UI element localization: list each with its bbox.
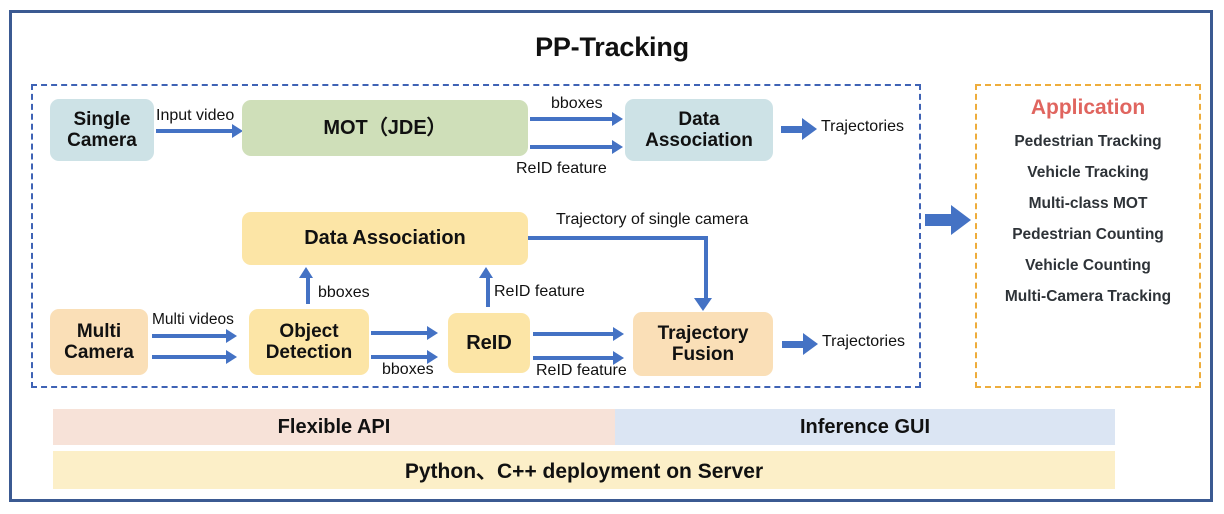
edge-label-reid-feature-to-assoc: ReID feature <box>494 283 585 300</box>
application-item-vehicle-counting[interactable]: Vehicle Counting <box>1025 257 1151 274</box>
node-multi-camera[interactable]: Multi Camera <box>50 309 148 375</box>
pipeline-container <box>31 84 921 388</box>
edge-label-trajectories-bottom: Trajectories <box>822 333 905 350</box>
node-data-association-single[interactable]: Data Association <box>625 99 773 161</box>
arrowhead-reid-to-fusion-1 <box>613 327 624 341</box>
connector-reid-to-fusion-2 <box>533 356 615 360</box>
connector-detection-to-assoc <box>306 278 310 304</box>
bar-flexible-api[interactable]: Flexible API <box>53 409 615 445</box>
node-single-camera[interactable]: Single Camera <box>50 99 154 161</box>
arrowhead-multi-camera-to-detection-1 <box>226 329 237 343</box>
connector-assoc-to-fusion-horizontal <box>528 236 708 240</box>
connector-detection-to-reid-1 <box>371 331 429 335</box>
arrowhead-mot-reid-feature <box>612 140 623 154</box>
arrowhead-reid-to-fusion-2 <box>613 351 624 365</box>
application-title: Application <box>1030 96 1146 119</box>
arrowhead-detection-to-assoc <box>299 267 313 278</box>
edge-label-reid-feature-top: ReID feature <box>516 160 607 177</box>
edge-label-multi-videos: Multi videos <box>152 311 234 328</box>
application-item-vehicle-tracking[interactable]: Vehicle Tracking <box>1027 164 1149 181</box>
bar-inference-gui[interactable]: Inference GUI <box>615 409 1115 445</box>
edge-label-bboxes-top: bboxes <box>551 95 603 112</box>
connector-single-camera-to-mot <box>156 129 234 133</box>
connector-mot-reid-feature <box>530 145 614 149</box>
connector-mot-bboxes <box>530 117 614 121</box>
node-mot-jde[interactable]: MOT（JDE） <box>242 100 528 156</box>
application-item-pedestrian-counting[interactable]: Pedestrian Counting <box>1012 226 1164 243</box>
connector-assoc-to-fusion-vertical <box>704 236 708 299</box>
pipeline-to-application-arrow <box>925 205 971 235</box>
application-panel: Application Pedestrian Tracking Vehicle … <box>975 84 1201 388</box>
node-data-association-multi[interactable]: Data Association <box>242 212 528 265</box>
arrowhead-multi-camera-to-detection-2 <box>226 350 237 364</box>
connector-data-association-trajectories <box>781 126 805 133</box>
application-item-pedestrian-tracking[interactable]: Pedestrian Tracking <box>1014 133 1162 150</box>
connector-reid-to-fusion-1 <box>533 332 615 336</box>
bar-deployment[interactable]: Python、C++ deployment on Server <box>53 451 1115 489</box>
connector-multi-camera-to-detection-1 <box>152 334 228 338</box>
application-item-multi-class-mot[interactable]: Multi-class MOT <box>1028 195 1148 212</box>
arrowhead-fusion-trajectories <box>803 333 818 355</box>
edge-label-trajectories-top: Trajectories <box>821 118 904 135</box>
arrowhead-detection-to-reid-2 <box>427 350 438 364</box>
connector-multi-camera-to-detection-2 <box>152 355 228 359</box>
connector-reid-to-assoc <box>486 278 490 307</box>
arrowhead-data-association-trajectories <box>802 118 817 140</box>
edge-label-bboxes-to-assoc: bboxes <box>318 284 370 301</box>
page-title: PP-Tracking <box>535 32 689 62</box>
connector-fusion-trajectories <box>782 341 806 348</box>
edge-label-input-video: Input video <box>156 107 235 124</box>
application-item-multi-camera-tracking[interactable]: Multi-Camera Tracking <box>1004 288 1172 305</box>
node-reid[interactable]: ReID <box>448 313 530 373</box>
connector-detection-to-reid-2 <box>371 355 429 359</box>
arrowhead-reid-to-assoc <box>479 267 493 278</box>
edge-label-reid-feature-to-fusion: ReID feature <box>536 362 627 379</box>
arrowhead-assoc-to-fusion <box>694 298 712 311</box>
arrowhead-detection-to-reid-1 <box>427 326 438 340</box>
node-object-detection[interactable]: Object Detection <box>249 309 369 375</box>
node-trajectory-fusion[interactable]: Trajectory Fusion <box>633 312 773 376</box>
arrowhead-single-camera-to-mot <box>232 124 243 138</box>
edge-label-bboxes-detection-reid: bboxes <box>382 361 434 378</box>
arrowhead-mot-bboxes <box>612 112 623 126</box>
edge-label-trajectory-of-single-camera: Trajectory of single camera <box>556 211 749 228</box>
